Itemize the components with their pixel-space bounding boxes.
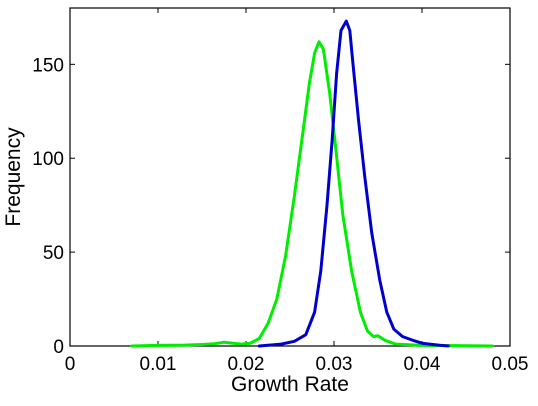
y-tick-label: 100 <box>32 149 64 170</box>
x-tick-label: 0 <box>65 354 76 375</box>
x-tick-label: 0.03 <box>316 354 353 375</box>
x-axis: 0 0.01 0.02 0.03 0.04 0.05 <box>65 8 529 375</box>
y-axis-title: Frequency <box>2 127 25 227</box>
y-tick-label: 50 <box>43 243 64 264</box>
x-tick-label: 0.02 <box>228 354 265 375</box>
series-layer <box>130 19 494 348</box>
x-tick-label: 0.05 <box>492 354 529 375</box>
y-tick-label: 0 <box>53 337 64 358</box>
y-tick-label: 150 <box>32 55 64 76</box>
series-line-2 <box>257 19 450 348</box>
x-axis-title: Growth Rate <box>231 373 349 396</box>
plot-area-frame <box>69 7 511 347</box>
x-tick-label: 0.01 <box>140 354 177 375</box>
y-axis: 0 50 100 150 <box>32 55 510 358</box>
x-tick-label: 0.04 <box>404 354 441 375</box>
series-line-1 <box>130 40 494 348</box>
